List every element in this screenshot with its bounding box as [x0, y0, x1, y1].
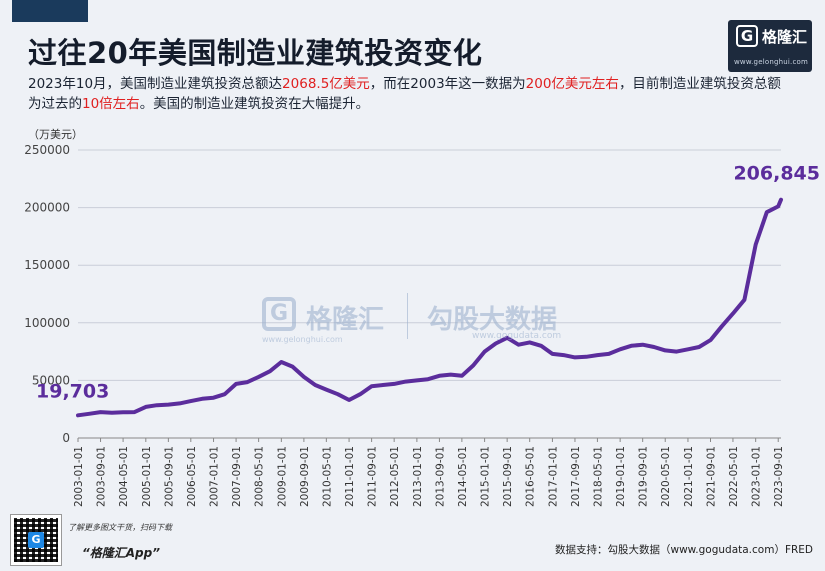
value-annotation: 206,845 — [733, 163, 820, 185]
desc-part2: ，而在2003年这一数据为 — [369, 76, 526, 92]
chart-description: 2023年10月，美国制造业建筑投资总额达2068.5亿美元，而在2003年这一… — [28, 74, 788, 114]
x-tick-label: 2009-09-01 — [299, 446, 311, 507]
brand-name: 格隆汇 — [762, 28, 808, 46]
x-tick-label: 2013-09-01 — [434, 446, 446, 507]
brand-url: www.gelonghui.com — [734, 58, 809, 66]
x-tick-label: 2019-09-01 — [638, 446, 650, 507]
x-tick-label: 2012-05-01 — [389, 446, 401, 507]
x-tick-label: 2023-01-01 — [751, 446, 763, 507]
x-tick-label: 2015-01-01 — [480, 446, 492, 507]
desc-part1: 2023年10月，美国制造业建筑投资总额达 — [28, 76, 283, 92]
desc-highlight-3: 10倍左右 — [82, 96, 140, 112]
x-tick-label: 2015-09-01 — [502, 446, 514, 507]
x-tick-label: 2011-01-01 — [344, 446, 356, 507]
x-tick-label: 2005-09-01 — [163, 446, 175, 507]
x-tick-label: 2022-05-01 — [728, 446, 740, 507]
desc-highlight-2: 200亿美元左右 — [525, 76, 619, 92]
y-tick-label: 100000 — [24, 316, 70, 330]
y-tick-label: 50000 — [32, 373, 70, 387]
brand-logo: G 格隆汇 www.gelonghui.com — [728, 20, 812, 72]
desc-highlight-1: 2068.5亿美元 — [282, 76, 370, 92]
x-tick-label: 2006-05-01 — [186, 446, 198, 507]
watermark-divider — [407, 293, 408, 339]
x-tick-label: 2021-09-01 — [705, 446, 717, 507]
x-tick-label: 2023-09-01 — [773, 446, 785, 507]
watermark-name: 格隆汇 — [306, 305, 385, 335]
watermark-g-icon: G — [262, 297, 296, 331]
x-tick-label: 2009-01-01 — [276, 446, 288, 507]
y-tick-label: 150000 — [24, 258, 70, 272]
desc-part4: 。美国的制造业建筑投资在大幅提升。 — [139, 96, 370, 112]
y-tick-label: 250000 — [24, 143, 70, 157]
x-tick-label: 2007-01-01 — [209, 446, 221, 507]
top-tab-marker — [12, 0, 88, 22]
qr-code[interactable]: G — [10, 514, 62, 566]
watermark-url: www.gelonghui.com — [262, 335, 343, 344]
x-tick-label: 2020-05-01 — [660, 446, 672, 507]
watermark-name-2: 勾股大数据 — [427, 305, 558, 335]
y-tick-label: 200000 — [24, 201, 70, 215]
desc-part3: ，目前制造业建筑投资总额为过去的 — [28, 76, 781, 112]
x-tick-label: 2014-05-01 — [457, 446, 469, 507]
x-tick-label: 2003-09-01 — [96, 446, 108, 507]
watermark-url-2: www.gogudata.com — [472, 331, 562, 341]
x-tick-label: 2004-05-01 — [118, 446, 130, 507]
data-source: 数据支持：勾股大数据（www.gogudata.com）FRED — [554, 544, 813, 556]
footer-app-name: “格隆汇App” — [82, 546, 160, 560]
x-tick-label: 2013-01-01 — [412, 446, 424, 507]
page-title: 过往20年美国制造业建筑投资变化 — [28, 36, 483, 70]
value-annotation: 19,703 — [36, 380, 109, 402]
x-tick-label: 2011-09-01 — [367, 446, 379, 507]
y-tick-label: 0 — [62, 431, 70, 445]
x-tick-label: 2008-05-01 — [254, 446, 266, 507]
y-axis-unit-label: （万美元） — [28, 128, 83, 141]
x-tick-label: 2003-01-01 — [73, 446, 85, 507]
x-tick-label: 2019-01-01 — [615, 446, 627, 507]
x-tick-label: 2010-05-01 — [321, 446, 333, 507]
brand-g-icon: G — [736, 25, 758, 47]
series-line — [76, 197, 783, 418]
x-tick-label: 2021-01-01 — [683, 446, 695, 507]
x-tick-label: 2016-05-01 — [525, 446, 537, 507]
x-tick-label: 2007-09-01 — [231, 446, 243, 507]
line-chart: 0 50000 100000 150000 200000 250000 2003-01-01… — [24, 143, 820, 507]
x-tick-label: 2005-01-01 — [141, 446, 153, 507]
x-tick-label: 2018-05-01 — [592, 446, 604, 507]
qr-g-icon: G — [28, 532, 44, 548]
x-tick-label: 2017-01-01 — [547, 446, 559, 507]
x-tick-label: 2017-09-01 — [570, 446, 582, 507]
footer-note: 了解更多图文干货，扫码下载 — [68, 523, 172, 532]
